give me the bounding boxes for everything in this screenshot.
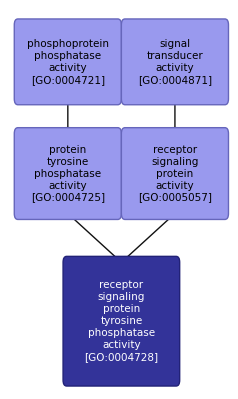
Text: receptor
signaling
protein
tyrosine
phosphatase
activity
[GO:0004728]: receptor signaling protein tyrosine phos…	[84, 280, 159, 362]
Text: signal
transducer
activity
[GO:0004871]: signal transducer activity [GO:0004871]	[138, 39, 212, 85]
FancyBboxPatch shape	[63, 257, 180, 386]
FancyBboxPatch shape	[121, 128, 228, 219]
Text: receptor
signaling
protein
activity
[GO:0005057]: receptor signaling protein activity [GO:…	[138, 144, 212, 203]
FancyBboxPatch shape	[121, 19, 228, 105]
Text: protein
tyrosine
phosphatase
activity
[GO:0004725]: protein tyrosine phosphatase activity [G…	[31, 144, 105, 203]
FancyBboxPatch shape	[14, 128, 121, 219]
Text: phosphoprotein
phosphatase
activity
[GO:0004721]: phosphoprotein phosphatase activity [GO:…	[27, 39, 109, 85]
FancyBboxPatch shape	[14, 19, 121, 105]
